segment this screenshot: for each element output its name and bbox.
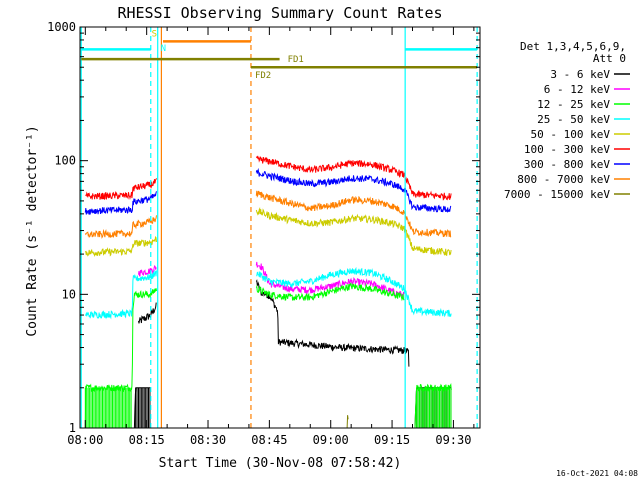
- interval-label: FD1: [288, 55, 304, 65]
- legend-label: 3 - 6 keV: [550, 68, 610, 81]
- annotations: FD1 FD2 SN: [80, 27, 478, 428]
- series-line: [256, 266, 452, 318]
- legend: Det 1,3,4,5,6,9,Att 0 3 - 6 keV 6 - 12 keV…: [504, 40, 630, 201]
- x-tick-label: 08:15: [129, 433, 165, 447]
- x-axis-label: Start Time (30-Nov-08 07:58:42): [159, 456, 402, 471]
- legend-label: 800 - 7000 keV: [517, 173, 610, 186]
- legend-header: Det 1,3,4,5,6,9,: [520, 40, 626, 53]
- legend-label: 12 - 25 keV: [537, 98, 610, 111]
- series-3-6-kev: [133, 279, 452, 429]
- x-tick-label: 09:15: [374, 433, 410, 447]
- series-line: [84, 287, 157, 429]
- series-800-7000-kev: [84, 190, 452, 239]
- interval-flag: N: [161, 44, 166, 54]
- legend-label: 300 - 800 keV: [524, 158, 610, 171]
- series-line: [255, 281, 405, 302]
- x-tick-label: 09:30: [435, 433, 471, 447]
- x-tick-label: 08:45: [251, 433, 287, 447]
- plot-data: [84, 155, 452, 429]
- series-100-300-kev: [85, 155, 452, 201]
- footer-stamp: 16-Oct-2021 04:08: [556, 469, 638, 478]
- y-tick-label: 1: [69, 421, 76, 435]
- series-line: [84, 215, 157, 239]
- series-line: [84, 236, 157, 258]
- series-12-25-kev: [84, 281, 452, 429]
- series-50-100-kev: [84, 207, 452, 258]
- series-line: [255, 207, 452, 257]
- x-tick-label: 08:30: [190, 433, 226, 447]
- axes: 1 10 100 1000 08:00 08:15 08:30 08:45 09:00 09:15…: [47, 20, 481, 447]
- series-line: [85, 178, 157, 201]
- interval-label: FD2: [255, 71, 271, 81]
- legend-label: 50 - 100 keV: [531, 128, 611, 141]
- series-300-800-kev: [84, 167, 452, 215]
- interval-flag: S: [152, 29, 157, 39]
- series-line: [255, 190, 452, 238]
- series-line: [84, 191, 157, 215]
- y-tick-label: 10: [62, 287, 76, 301]
- legend-label: 100 - 300 keV: [524, 143, 610, 156]
- x-tick-label: 08:00: [67, 433, 103, 447]
- series-7000-15000-kev: [346, 415, 349, 429]
- chart-title: RHESSI Observing Summary Count Rates: [117, 4, 442, 22]
- y-tick-label: 1000: [47, 20, 76, 34]
- legend-label: 25 - 50 keV: [537, 113, 610, 126]
- series-25-50-kev: [84, 266, 452, 320]
- legend-label: 6 - 12 keV: [544, 83, 611, 96]
- legend-label: 7000 - 15000 keV: [504, 188, 610, 201]
- series-line: [255, 167, 452, 213]
- series-line: [84, 269, 157, 320]
- y-tick-label: 100: [54, 154, 76, 168]
- series-line: [255, 155, 452, 201]
- series-line: [255, 279, 410, 367]
- x-tick-label: 09:00: [313, 433, 349, 447]
- y-axis-label: Count Rate (s⁻¹ detector⁻¹): [25, 125, 40, 336]
- series-line: [346, 415, 349, 429]
- legend-header: Att 0: [593, 52, 626, 65]
- series-line: [138, 302, 157, 324]
- plot-frame: [79, 26, 481, 429]
